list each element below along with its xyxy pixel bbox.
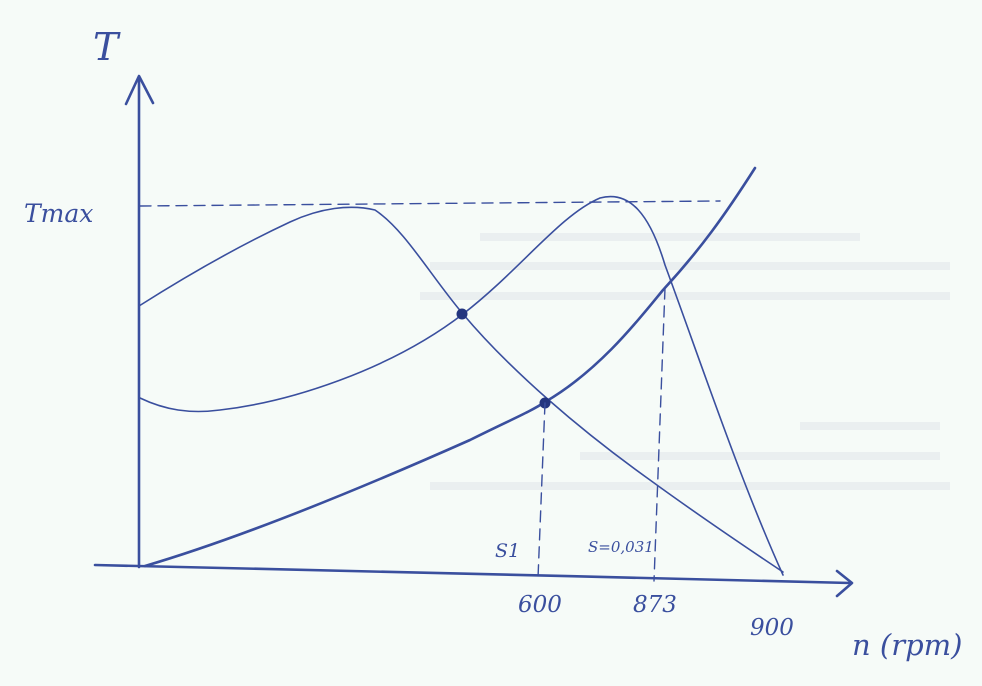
- operating-point-1: [456, 308, 468, 320]
- x-axis-arrowhead: [835, 569, 854, 598]
- x-axis-label: n (rpm): [852, 628, 962, 662]
- dropline-873: [653, 287, 666, 582]
- load-torque-curve: [143, 166, 757, 568]
- tick-label-873: 873: [633, 592, 677, 618]
- torque-curve-low-speed: [138, 206, 784, 573]
- tick-label-600: 600: [518, 592, 562, 618]
- tmax-label: Tmax: [24, 199, 93, 228]
- bleed-through-texture: [420, 233, 950, 490]
- s1-label: S1: [495, 540, 520, 562]
- y-axis-arrowhead: [124, 74, 155, 106]
- x-axis: [93, 563, 852, 585]
- y-axis-label: T: [93, 25, 121, 69]
- tmax-dashed-line: [139, 200, 721, 207]
- torque-curve-high-speed: [139, 195, 784, 576]
- tick-label-900: 900: [750, 615, 794, 641]
- slip-label: S=0,031: [588, 538, 654, 556]
- dropline-600: [537, 402, 546, 579]
- axes: [93, 74, 854, 598]
